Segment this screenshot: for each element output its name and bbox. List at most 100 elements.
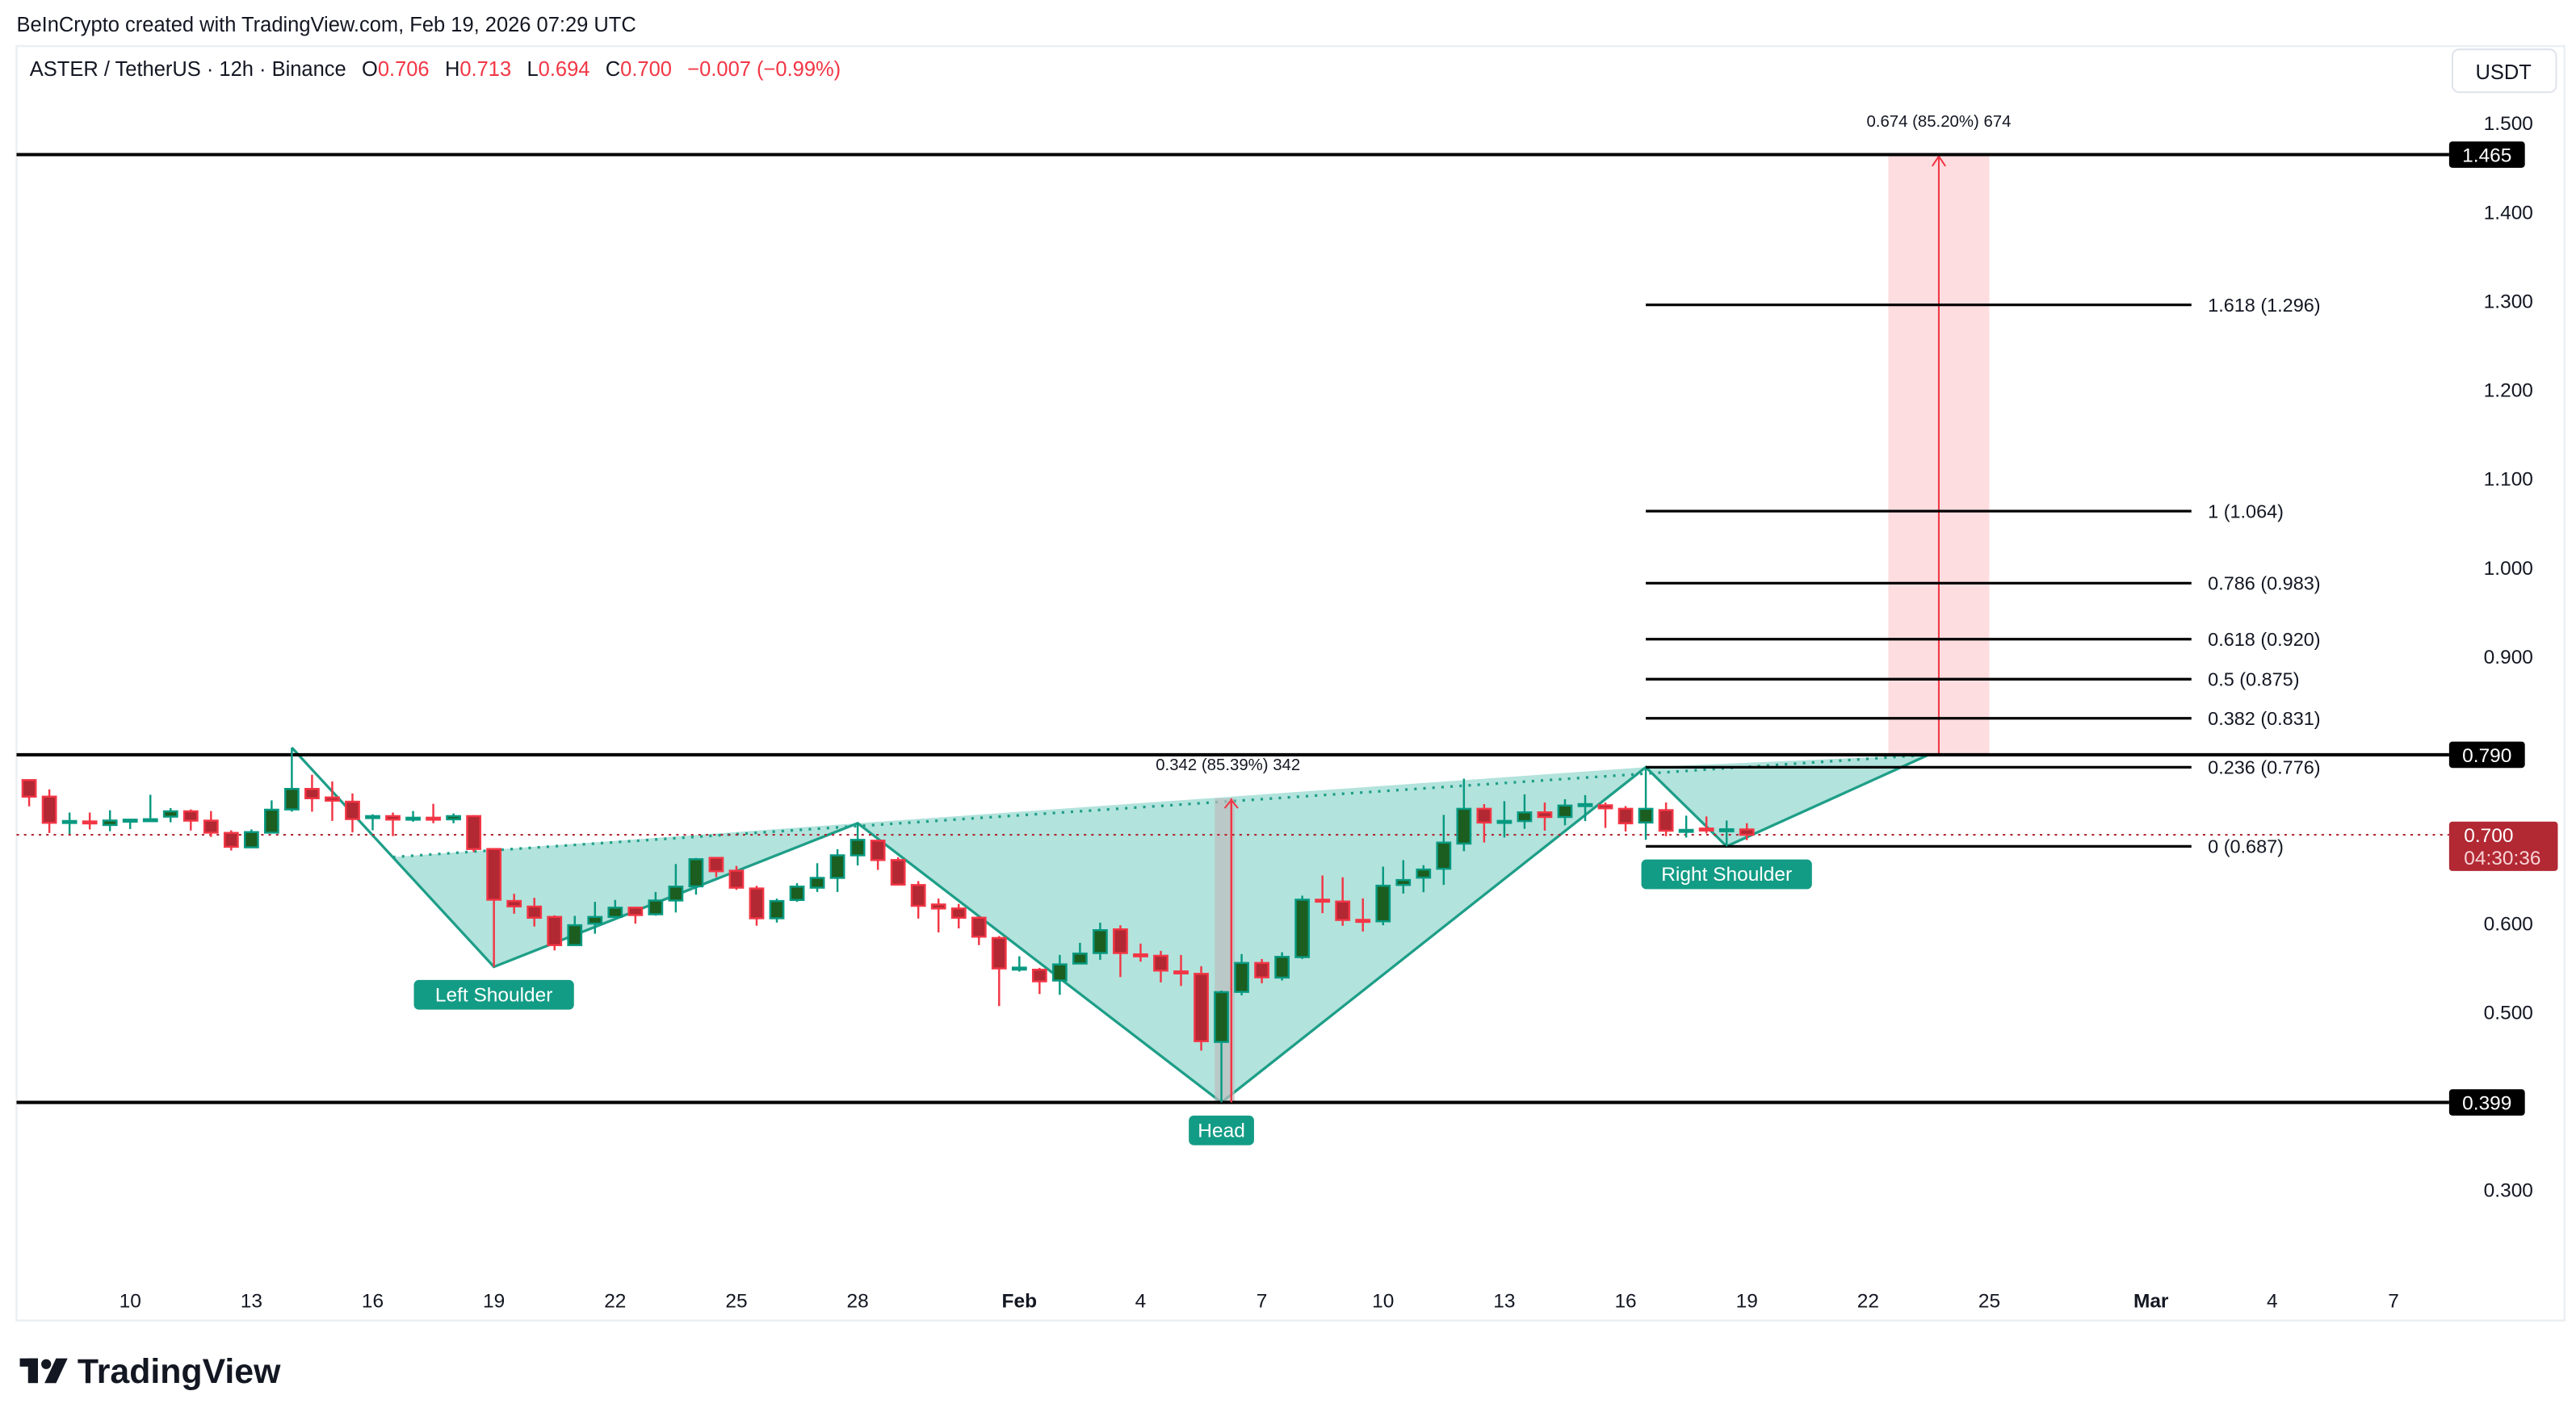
- candle-down[interactable]: [708, 857, 724, 878]
- candle-down[interactable]: [1739, 823, 1755, 840]
- candle-up[interactable]: [102, 810, 118, 832]
- pattern-label-head[interactable]: Head: [1189, 1115, 1254, 1146]
- candle-down[interactable]: [991, 936, 1007, 1007]
- candle-up[interactable]: [1051, 954, 1068, 995]
- candle-up[interactable]: [1274, 952, 1290, 981]
- candle-up[interactable]: [850, 823, 866, 865]
- candles-layer: [21, 748, 1755, 1103]
- candle-up[interactable]: [264, 800, 279, 834]
- candle-down[interactable]: [325, 781, 340, 821]
- candle-up[interactable]: [668, 864, 684, 913]
- candle-up[interactable]: [829, 848, 845, 892]
- candle-up[interactable]: [1436, 815, 1452, 886]
- candle-down[interactable]: [1658, 802, 1674, 836]
- symbol-label[interactable]: ASTER / TetherUS · 12h · Binance: [30, 58, 346, 81]
- candle-down[interactable]: [890, 857, 906, 886]
- candle-up[interactable]: [243, 829, 259, 848]
- candle-down[interactable]: [203, 811, 219, 837]
- pattern-label-right-shoulder[interactable]: Right Shoulder: [1641, 859, 1812, 890]
- candle-body: [1456, 807, 1472, 845]
- candle-down[interactable]: [1355, 898, 1371, 932]
- candle-up[interactable]: [1214, 991, 1229, 1103]
- candle-up[interactable]: [1375, 866, 1391, 926]
- candle-down[interactable]: [385, 812, 401, 836]
- candle-up[interactable]: [769, 899, 785, 923]
- candle-up[interactable]: [1294, 895, 1311, 959]
- candle-up[interactable]: [1416, 865, 1432, 893]
- candle-down[interactable]: [627, 907, 644, 924]
- candle-down[interactable]: [1335, 877, 1351, 926]
- candle-up[interactable]: [1072, 942, 1088, 965]
- candle-down[interactable]: [1031, 967, 1047, 995]
- candle-up[interactable]: [1557, 798, 1573, 826]
- candle-up[interactable]: [61, 812, 78, 834]
- candle-up[interactable]: [122, 819, 138, 829]
- candle-up[interactable]: [1496, 801, 1512, 838]
- time-axis[interactable]: 10 13 16 19 22 25 28 Feb 4 7 10 13 16 19 22 25 Mar 4 7: [120, 1290, 2399, 1312]
- candle-body: [1617, 807, 1634, 825]
- candle-up[interactable]: [405, 811, 421, 822]
- candle-down[interactable]: [345, 793, 360, 833]
- candle-down[interactable]: [1476, 804, 1492, 843]
- candle-down[interactable]: [971, 916, 987, 945]
- candle-up[interactable]: [1638, 769, 1654, 840]
- candle-down[interactable]: [506, 894, 522, 914]
- candle-down[interactable]: [223, 830, 239, 851]
- candle-down[interactable]: [41, 789, 57, 833]
- candle-up[interactable]: [1456, 778, 1472, 852]
- candle-up[interactable]: [1093, 922, 1108, 960]
- candle-body: [648, 899, 664, 915]
- candle-up[interactable]: [587, 902, 603, 934]
- time-tick-label: 25: [1978, 1290, 2000, 1312]
- candle-down[interactable]: [21, 779, 37, 806]
- candle-down[interactable]: [1617, 806, 1634, 832]
- candle-up[interactable]: [1517, 794, 1533, 829]
- candle-down[interactable]: [930, 899, 946, 932]
- candle-up[interactable]: [1577, 794, 1593, 822]
- candle-down[interactable]: [728, 865, 745, 890]
- pattern-label-left-shoulder[interactable]: Left Shoulder: [413, 979, 574, 1010]
- candle-up[interactable]: [789, 882, 805, 903]
- candle-up[interactable]: [688, 857, 704, 895]
- candle-down[interactable]: [466, 815, 482, 853]
- candle-down[interactable]: [486, 848, 502, 967]
- candle-down[interactable]: [749, 886, 765, 926]
- candle-down[interactable]: [1173, 954, 1189, 987]
- price-axis[interactable]: 1.500 1.400 1.300 1.200 1.100 1.000 0.900 0.600…: [2448, 113, 2558, 1202]
- candle-up[interactable]: [567, 915, 583, 946]
- candle-down[interactable]: [1113, 925, 1128, 978]
- currency-button[interactable]: USDT: [2451, 48, 2557, 94]
- candle-down[interactable]: [1315, 875, 1331, 914]
- candle-body: [607, 907, 623, 919]
- candle-up[interactable]: [142, 794, 158, 823]
- candle-up[interactable]: [1395, 860, 1412, 894]
- candle-down[interactable]: [1597, 802, 1613, 828]
- candle-down[interactable]: [1194, 966, 1209, 1051]
- candle-up[interactable]: [162, 808, 178, 823]
- candle-down[interactable]: [183, 809, 199, 831]
- candle-down[interactable]: [304, 774, 320, 812]
- candle-down[interactable]: [1153, 950, 1168, 982]
- candle-up[interactable]: [1234, 953, 1249, 995]
- candle-down[interactable]: [950, 903, 967, 929]
- candle-up[interactable]: [1678, 815, 1694, 838]
- candle-down[interactable]: [426, 803, 441, 823]
- candle-down[interactable]: [1537, 802, 1553, 831]
- candle-up[interactable]: [365, 814, 380, 831]
- candle-up[interactable]: [1718, 820, 1735, 847]
- candle-up[interactable]: [607, 899, 623, 919]
- candle-down[interactable]: [1254, 958, 1269, 983]
- candle-down[interactable]: [547, 915, 563, 951]
- candle-up[interactable]: [809, 863, 825, 892]
- candle-down[interactable]: [870, 840, 886, 870]
- candle-up[interactable]: [648, 891, 664, 916]
- candle-up[interactable]: [446, 813, 461, 823]
- candle-up[interactable]: [284, 748, 300, 812]
- candle-up[interactable]: [1011, 956, 1027, 972]
- candle-down[interactable]: [1698, 816, 1714, 834]
- candle-down[interactable]: [527, 898, 543, 927]
- candle-down[interactable]: [1133, 943, 1148, 962]
- candle-down[interactable]: [82, 812, 98, 830]
- candle-down[interactable]: [910, 881, 926, 919]
